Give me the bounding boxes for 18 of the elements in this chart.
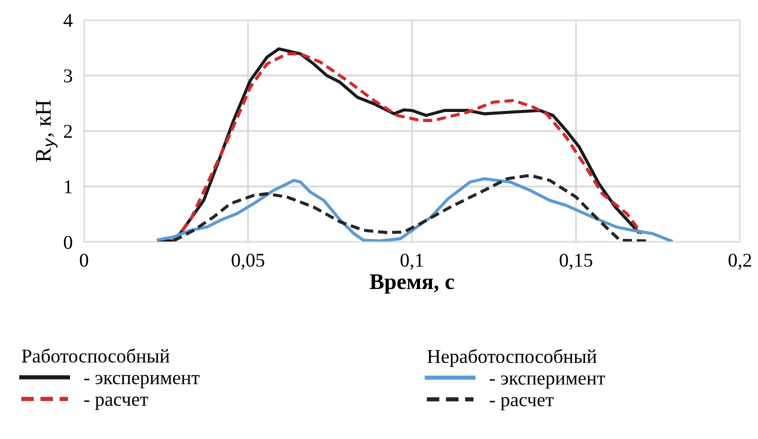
x-tick-label: 0,1 [400,254,423,270]
x-tick-label: 0 [80,254,88,267]
y-axis-title: R$_{y}$, кН [36,100,58,162]
y-tick-label: 3 [64,69,72,82]
y-tick-label: 2 [64,124,72,138]
x-axis-title: Время, с [370,274,454,294]
legend-label: - расчет [490,396,554,410]
text: Работоспособный [22,348,170,363]
legend-label: - эксперимент [84,374,200,388]
y-tick-label: 1 [64,180,72,194]
text: Неработоспособный [427,348,597,368]
x-tick-label: 0,05 [232,254,264,270]
y-tick-label: 0 [64,236,72,249]
y-tick-label: 4 [64,14,73,27]
x-tick-label: 0,15 [560,254,592,270]
legend-label: - расчет [84,396,148,410]
legend-label: - эксперимент [490,375,606,389]
x-tick-label: 0,2 [728,254,752,270]
